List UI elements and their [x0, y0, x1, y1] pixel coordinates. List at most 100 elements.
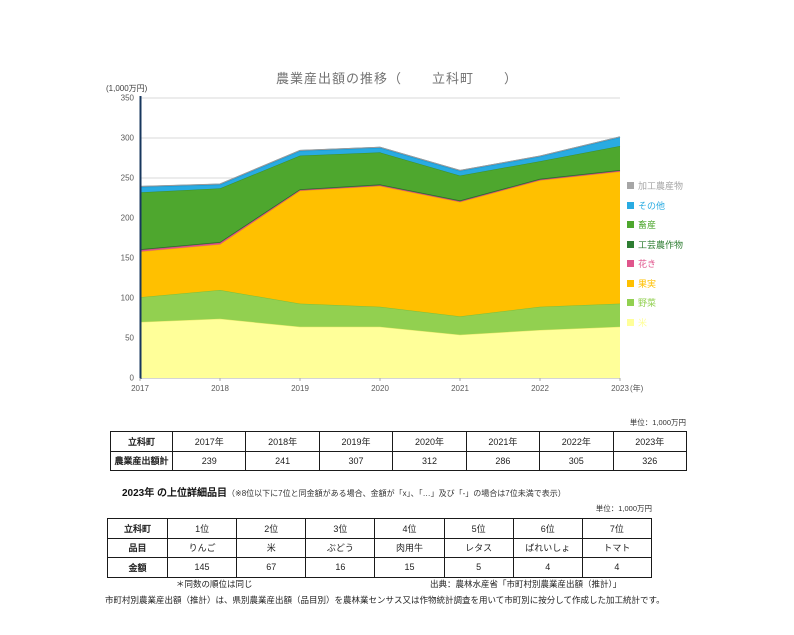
- table2-unit-label: 単位：1,000万円: [595, 504, 652, 513]
- rank-note: ＊同数の順位は同じ: [176, 579, 253, 589]
- x-tick-label: 2021: [451, 384, 469, 393]
- legend-label: その他: [638, 200, 666, 211]
- legend-item-other: その他: [627, 196, 683, 216]
- table1-value: 312: [392, 450, 467, 471]
- y-tick-label: 350: [121, 94, 135, 103]
- table1-year-header: 2020年: [392, 431, 467, 452]
- top-items-table: 立科町 1位 2位 3位 4位 5位 6位 7位 品目 りんご 米 ぶどう 肉用…: [107, 518, 653, 578]
- y-tick-label: 300: [121, 134, 135, 143]
- legend-label: 工芸農作物: [638, 239, 684, 250]
- table2-rank-header: 3位: [305, 518, 376, 539]
- table-row: 立科町 2017年 2018年 2019年 2020年 2021年 2022年 …: [110, 431, 688, 452]
- area-vegetables: [140, 290, 620, 335]
- table1-year-header: 2018年: [245, 431, 320, 452]
- table-row: 金額 145 67 16 15 5 4 4: [107, 557, 653, 578]
- area-fruit: [140, 171, 620, 317]
- table2-item: ばれいしょ: [512, 537, 583, 558]
- legend-swatch-icon: [627, 221, 634, 229]
- table1-value: 241: [245, 450, 320, 471]
- legend-swatch-icon: [627, 201, 634, 209]
- legend-swatch-icon: [627, 318, 634, 326]
- legend-label: 加工農産物: [638, 181, 684, 192]
- x-axis-unit-label: (年): [630, 383, 644, 393]
- chart-legend: 加工農産物 その他 畜産 工芸農作物 花き 果実 野菜米: [627, 176, 683, 332]
- legend-label: 花き: [638, 259, 657, 270]
- legend-item-industrial-crops: 工芸農作物: [627, 235, 683, 255]
- table2-amount: 5: [443, 557, 514, 578]
- table2-row-label: 金額: [107, 557, 168, 578]
- table-row: 立科町 1位 2位 3位 4位 5位 6位 7位: [107, 518, 653, 539]
- legend-swatch-icon: [627, 279, 634, 287]
- table2-rank-header: 5位: [443, 518, 514, 539]
- table1-value: 286: [465, 450, 541, 471]
- table1-unit-label: 単位：1,000万円: [629, 418, 686, 427]
- table1-value: 326: [612, 450, 688, 471]
- chart-title-prefix: 農業産出額の推移（: [275, 71, 402, 86]
- top-items-section-heading: 2023年 の上位詳細品目（※8位以下に7位と同金額がある場合、金額が「x」、「…: [122, 484, 566, 499]
- table2-item: ぶどう: [305, 537, 376, 558]
- table2-amount: 16: [305, 557, 376, 578]
- table2-item: レタス: [443, 537, 514, 558]
- y-tick-label: 50: [125, 334, 134, 343]
- legend-swatch-icon: [627, 182, 634, 190]
- legend-item-livestock: 畜産: [627, 215, 683, 235]
- methodology-description: 市町村別農業産出額（推計）は、県別農業産出額（品目別）を農林業センサス又は作物統…: [105, 595, 665, 605]
- table-row: 農業産出額計 239 241 307 312 286 305 326: [110, 450, 688, 471]
- table1-year-header: 2023年: [612, 431, 688, 452]
- x-tick-label: 2018: [211, 384, 229, 393]
- x-tick-label: 2023: [611, 384, 629, 393]
- x-tick-label: 2022: [531, 384, 549, 393]
- legend-item-vegetables: 野菜: [627, 293, 683, 313]
- legend-label: 野菜: [638, 298, 657, 309]
- municipality-name: 立科町: [431, 71, 474, 86]
- table1-year-header: 2022年: [539, 431, 614, 452]
- chart-title-suffix: ）: [504, 71, 519, 86]
- legend-swatch-icon: [627, 240, 634, 248]
- x-tick-label: 2019: [291, 384, 309, 393]
- legend-swatch-icon: [627, 260, 634, 268]
- chart-title: 農業産出額の推移（ 立科町 ）: [0, 68, 794, 87]
- table2-item: りんご: [166, 537, 238, 558]
- y-axis-unit-label: (1,000万円): [106, 84, 148, 93]
- area-edge-processed-crops: [139, 136, 621, 187]
- legend-label: 米: [638, 317, 648, 328]
- table2-row-label: 品目: [107, 537, 168, 558]
- table2-item: 米: [236, 537, 307, 558]
- stacked-area-chart: 0 50 100 150 200 250 300 350 2017 2018 2019 2020 202…: [121, 94, 644, 394]
- area-rice: [140, 318, 620, 378]
- y-tick-label: 250: [121, 174, 135, 183]
- table1-corner-cell: 立科町: [110, 431, 173, 452]
- table1-value: 307: [318, 450, 394, 471]
- table1-row-label: 農業産出額計: [110, 450, 173, 471]
- y-tick-label: 100: [121, 294, 135, 303]
- x-tick-label: 2020: [371, 384, 389, 393]
- table1-year-header: 2017年: [171, 431, 247, 452]
- table2-item: 肉用牛: [374, 537, 445, 558]
- table2-item: トマト: [581, 537, 653, 558]
- table2-rank-header: 2位: [236, 518, 307, 539]
- y-tick-label: 150: [121, 254, 135, 263]
- y-tick-label: 200: [121, 214, 135, 223]
- yearly-total-table-wrap: 立科町 2017年 2018年 2019年 2020年 2021年 2022年 …: [110, 431, 688, 471]
- table2-rank-header: 4位: [374, 518, 445, 539]
- legend-label: 畜産: [638, 220, 657, 231]
- table2-corner-cell: 立科町: [107, 518, 168, 539]
- table2-rank-header: 7位: [581, 518, 653, 539]
- legend-item-processed-crops: 加工農産物: [627, 176, 683, 196]
- legend-swatch-icon: [627, 299, 634, 307]
- table2-amount: 15: [374, 557, 445, 578]
- table2-amount: 4: [581, 557, 653, 578]
- table2-amount: 145: [166, 557, 238, 578]
- table1-value: 239: [171, 450, 247, 471]
- x-tick-label: 2017: [131, 384, 149, 393]
- table1-year-header: 2021年: [465, 431, 541, 452]
- legend-item-rice: 米: [627, 313, 683, 333]
- table1-value: 305: [539, 450, 614, 471]
- top-items-table-wrap: 立科町 1位 2位 3位 4位 5位 6位 7位 品目 りんご 米 ぶどう 肉用…: [107, 518, 653, 578]
- top-items-note: （※8位以下に7位と同金額がある場合、金額が「x」、「…」及び「-」の場合は7位…: [227, 489, 566, 498]
- area-livestock: [140, 146, 620, 250]
- source-label: 出典：農林水産省「市町村別農業産出額（推計）」: [430, 579, 622, 589]
- legend-item-flowers: 花き: [627, 254, 683, 274]
- table1-year-header: 2019年: [318, 431, 394, 452]
